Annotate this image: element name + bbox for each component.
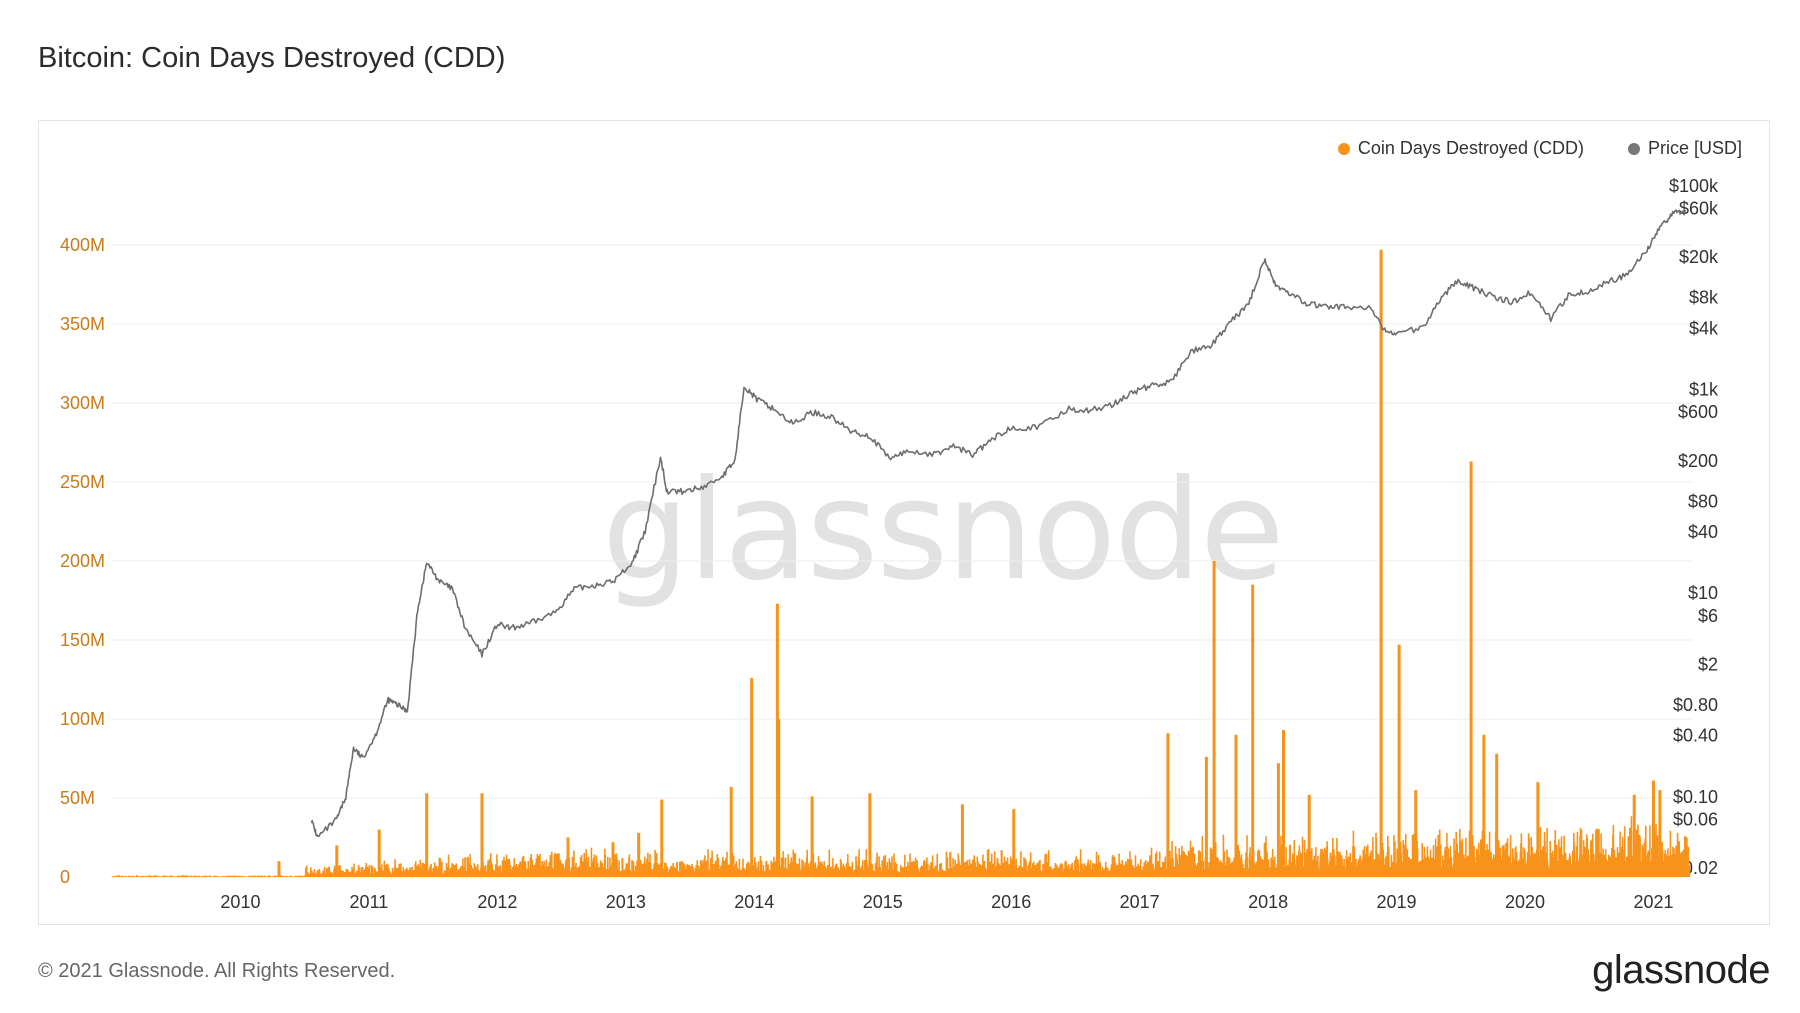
right-axis-tick-label: $10 bbox=[1688, 583, 1718, 603]
chart-title: Bitcoin: Coin Days Destroyed (CDD) bbox=[38, 42, 506, 74]
cdd-bar bbox=[1632, 794, 1636, 877]
right-axis-tick-label: $2 bbox=[1698, 654, 1718, 674]
left-axis-tick-label: 250M bbox=[60, 472, 105, 492]
right-axis-tick-label: $200 bbox=[1678, 451, 1718, 471]
cdd-bar bbox=[425, 793, 429, 877]
cdd-bar bbox=[660, 799, 664, 877]
x-axis-tick-label: 2014 bbox=[734, 892, 774, 912]
legend-item-cdd[interactable]: Coin Days Destroyed (CDD) bbox=[1337, 138, 1584, 159]
right-axis-tick-label: $4k bbox=[1689, 318, 1719, 338]
left-axis-tick-label: 300M bbox=[60, 393, 105, 413]
x-axis-tick-label: 2011 bbox=[350, 892, 389, 912]
cdd-bar bbox=[480, 793, 484, 877]
x-axis-tick-label: 2015 bbox=[863, 892, 903, 912]
cdd-bar bbox=[1212, 561, 1216, 877]
left-axis-tick-label: 150M bbox=[60, 630, 105, 650]
right-axis-tick-label: $20k bbox=[1679, 247, 1719, 267]
cdd-bar bbox=[1276, 763, 1280, 877]
left-axis-tick-label: 400M bbox=[60, 235, 105, 255]
cdd-bar bbox=[960, 804, 964, 877]
x-axis-tick-label: 2020 bbox=[1505, 892, 1545, 912]
x-axis-tick-label: 2018 bbox=[1248, 892, 1288, 912]
chart-frame bbox=[38, 120, 1770, 925]
cdd-bar bbox=[377, 829, 381, 877]
right-axis-tick-label: $8k bbox=[1689, 288, 1719, 308]
left-axis-tick-label: 100M bbox=[60, 709, 105, 729]
cdd-bar bbox=[1397, 644, 1401, 877]
x-axis-tick-label: 2013 bbox=[606, 892, 646, 912]
cdd-bar bbox=[1495, 753, 1499, 877]
cdd-bar bbox=[729, 786, 733, 877]
x-axis-tick-label: 2021 bbox=[1633, 892, 1673, 912]
left-axis-tick-label: 0 bbox=[60, 867, 70, 887]
legend-dot-cdd bbox=[1337, 142, 1350, 155]
cdd-bar bbox=[1652, 780, 1655, 877]
cdd-bar bbox=[1379, 249, 1383, 877]
cdd-bar bbox=[1251, 584, 1255, 877]
cdd-bar bbox=[1536, 782, 1540, 877]
right-axis-tick-label: $600 bbox=[1678, 402, 1718, 422]
right-axis-tick-label: $80 bbox=[1688, 491, 1718, 511]
legend-label-cdd: Coin Days Destroyed (CDD) bbox=[1357, 138, 1584, 158]
cdd-bar bbox=[1658, 790, 1662, 877]
x-axis-tick-label: 2017 bbox=[1120, 892, 1160, 912]
cdd-bar bbox=[1204, 756, 1208, 877]
cdd-bar bbox=[277, 861, 281, 877]
right-axis-tick-label: $6 bbox=[1698, 606, 1718, 626]
legend-label-price: Price [USD] bbox=[1647, 138, 1742, 158]
glassnode-logo: glassnode bbox=[1592, 948, 1770, 992]
cdd-bar bbox=[868, 793, 872, 877]
cdd-bar bbox=[1307, 794, 1311, 877]
cdd-bar bbox=[611, 842, 615, 877]
cdd-bar bbox=[777, 719, 781, 877]
watermark: glassnode bbox=[602, 450, 1285, 611]
left-axis-tick-label: 50M bbox=[60, 788, 95, 808]
right-axis-tick-label: $60k bbox=[1679, 199, 1719, 219]
x-axis-tick-label: 2016 bbox=[991, 892, 1031, 912]
copyright-text: © 2021 Glassnode. All Rights Reserved. bbox=[38, 960, 396, 982]
right-axis-tick-label: $1k bbox=[1689, 380, 1719, 400]
right-axis-tick-label: $0.06 bbox=[1673, 809, 1718, 829]
cdd-bar bbox=[1282, 730, 1285, 877]
cdd-bar bbox=[1469, 461, 1473, 877]
legend-dot-price bbox=[1627, 142, 1640, 155]
cdd-bar bbox=[810, 796, 814, 877]
cdd-bar bbox=[1234, 734, 1238, 877]
left-axis-tick-label: 350M bbox=[60, 314, 105, 334]
legend: Coin Days Destroyed (CDD) Price [USD] bbox=[1337, 138, 1742, 159]
legend-item-price[interactable]: Price [USD] bbox=[1627, 138, 1742, 159]
x-axis-tick-label: 2012 bbox=[477, 892, 517, 912]
right-axis-tick-label: $0.80 bbox=[1673, 695, 1718, 715]
x-axis-tick-label: 2019 bbox=[1377, 892, 1417, 912]
cdd-bar bbox=[750, 677, 754, 877]
cdd-bar bbox=[335, 845, 339, 877]
cdd-bar bbox=[637, 832, 641, 877]
cdd-bar bbox=[1166, 733, 1170, 877]
cdd-bar bbox=[1482, 734, 1486, 877]
cdd-bar bbox=[566, 837, 570, 877]
right-axis-tick-label: $40 bbox=[1688, 522, 1718, 542]
right-axis-tick-label: $0.10 bbox=[1673, 787, 1718, 807]
left-axis-tick-label: 200M bbox=[60, 551, 105, 571]
x-axis-tick-label: 2010 bbox=[220, 892, 260, 912]
price-line bbox=[310, 209, 1687, 838]
cdd-background-bars bbox=[111, 816, 1691, 877]
cdd-bar bbox=[1414, 790, 1418, 877]
right-axis-tick-label: $100k bbox=[1669, 176, 1719, 196]
right-axis-tick-label: $0.40 bbox=[1673, 726, 1718, 746]
cdd-bar bbox=[1012, 809, 1016, 877]
